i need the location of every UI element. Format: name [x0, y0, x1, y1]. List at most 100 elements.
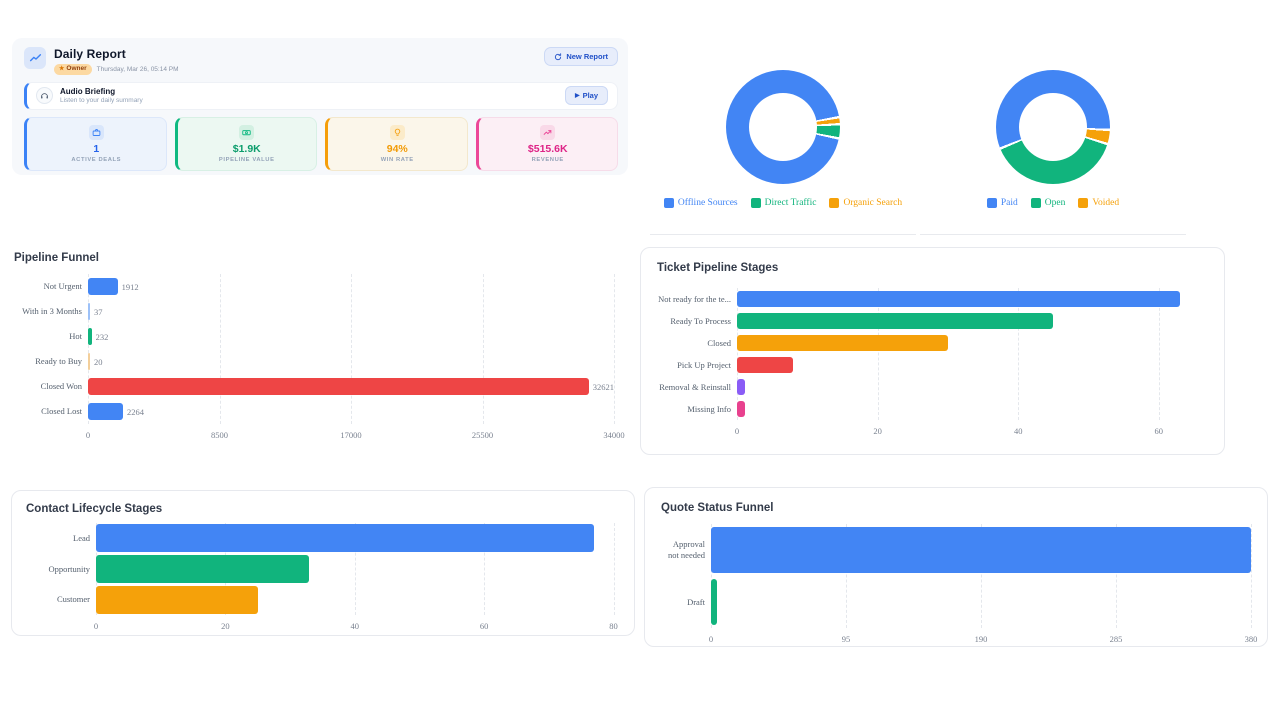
gridline	[88, 274, 89, 424]
x-axis: 0 20 40 60 80	[94, 615, 620, 631]
axis-tick-label: 380	[1244, 634, 1258, 644]
legend-swatch	[986, 198, 997, 208]
bar-row	[737, 332, 1208, 354]
bar-category-label: Ready To Process	[670, 315, 731, 326]
owner-badge: ★ Owner	[54, 64, 92, 75]
bar[interactable]	[737, 379, 746, 395]
bar[interactable]	[737, 357, 794, 373]
gridline	[981, 524, 982, 628]
gridline	[1158, 288, 1160, 420]
bar-row	[711, 524, 1251, 576]
legend-label: Organic Search	[843, 198, 903, 208]
page-title: Daily Report	[54, 47, 126, 61]
bar[interactable]	[88, 403, 124, 420]
lightbulb-icon	[389, 124, 405, 140]
gridline	[737, 288, 738, 420]
stat-value: $1.9K	[232, 142, 261, 155]
bar-row: 232	[88, 324, 614, 349]
play-button[interactable]: ▶ Play	[564, 86, 608, 105]
stat-value: 94%	[386, 142, 408, 155]
chart-body: Approval not needed Draft 0 95 190 285 380	[661, 524, 1257, 644]
new-report-label: New Report	[566, 52, 608, 61]
ticket-pipeline-stages-chart: Ticket Pipeline Stages Not ready for the…	[640, 247, 1225, 455]
gridline	[219, 274, 221, 424]
gridline	[482, 274, 484, 424]
chart-body: Not ready for the te... Ready To Process C…	[657, 288, 1208, 436]
bar[interactable]	[88, 353, 90, 370]
gridlines	[711, 524, 1252, 628]
pipeline-funnel-chart: Pipeline Funnel Not Urgent With in 3 Mont…	[14, 252, 625, 440]
chart-plot-area: 0 95 190 285 380	[709, 524, 1257, 644]
bar-row	[711, 576, 1251, 628]
axis-tick-label: 80	[609, 621, 618, 631]
daily-report-titles: Daily Report ★ Owner Thursday, Mar 26, 05…	[54, 47, 179, 75]
bar[interactable]	[711, 527, 1251, 573]
bar-row	[96, 523, 620, 554]
legend-label: Open	[1044, 198, 1066, 208]
bar[interactable]	[96, 585, 258, 614]
bar-category-label: Pick Up Project	[677, 359, 731, 370]
legend-item[interactable]: Paid	[986, 198, 1018, 208]
legend-item[interactable]: Offline Sources	[663, 198, 738, 208]
bar-category-label: Not ready for the te...	[658, 293, 731, 304]
bar[interactable]	[96, 524, 595, 553]
legend-item[interactable]: Voided	[1078, 198, 1119, 208]
bar-value-label: 20	[94, 356, 103, 367]
bar[interactable]	[737, 291, 1180, 307]
donut-ring[interactable]	[996, 70, 1110, 184]
gridline	[351, 274, 352, 424]
legend-label: Direct Traffic	[764, 198, 817, 208]
chart-body: Not Urgent With in 3 Months Hot Ready to Bu…	[14, 274, 625, 440]
gridline	[1251, 524, 1252, 628]
bar-category-label: Closed Lost	[41, 406, 82, 417]
bar-row	[96, 554, 620, 585]
chart-title: Ticket Pipeline Stages	[657, 262, 779, 274]
chart-label-column: Not ready for the te... Ready To Process C…	[657, 288, 737, 420]
new-report-button[interactable]: New Report	[544, 47, 618, 66]
bar[interactable]	[737, 335, 948, 351]
refresh-icon	[555, 52, 562, 60]
bar-category-label: Approval not needed	[667, 539, 705, 560]
axis-tick-label: 17000	[340, 430, 362, 440]
bar[interactable]	[88, 328, 92, 345]
activity-icon	[24, 47, 46, 69]
chart-label-column: Not Urgent With in 3 Months Hot Ready to Bu…	[14, 274, 88, 424]
legend-item[interactable]: Open	[1030, 198, 1066, 208]
trend-up-icon	[540, 124, 556, 140]
bar-category-label: Missing Info	[687, 403, 731, 414]
axis-tick-label: 20	[221, 621, 230, 631]
bar[interactable]	[737, 313, 1054, 329]
bar-value-label: 2264	[127, 406, 145, 417]
gridline	[711, 524, 712, 628]
bar-row: 37	[88, 299, 614, 324]
stats-row: 1 ACTIVE DEALS $1.9K PIPELINE VALUE 94% WIN R…	[24, 116, 618, 171]
chart-plot-area: 0 20 40 60	[735, 288, 1208, 436]
donut-hole	[1019, 93, 1087, 161]
legend-item[interactable]: Organic Search	[829, 198, 902, 208]
bar[interactable]	[88, 303, 90, 320]
daily-report-panel: Daily Report ★ Owner Thursday, Mar 26, 05…	[12, 38, 628, 175]
stat-value: 1	[93, 142, 100, 155]
bar[interactable]	[737, 401, 746, 417]
axis-tick-label: 34000	[603, 430, 625, 440]
stat-label: ACTIVE DEALS	[71, 156, 122, 163]
bar[interactable]	[88, 378, 589, 395]
legend-swatch	[829, 198, 840, 208]
bar[interactable]	[711, 579, 717, 625]
axis-tick-label: 0	[85, 430, 91, 440]
legend-item[interactable]: Direct Traffic	[750, 198, 817, 208]
report-date: Thursday, Mar 26, 05:14 PM	[96, 65, 179, 73]
bar-category-label: Closed Won	[40, 381, 82, 392]
legend-label: Offline Sources	[677, 198, 738, 208]
legend-label: Voided	[1092, 198, 1120, 208]
axis-tick-label: 8500	[211, 430, 228, 440]
chart-rows	[711, 524, 1251, 628]
legend-swatch	[750, 198, 761, 208]
bar-category-label: Lead	[73, 533, 90, 544]
donut-ring[interactable]	[726, 70, 840, 184]
chart-title: Pipeline Funnel	[14, 252, 99, 264]
bar[interactable]	[96, 555, 310, 583]
bar[interactable]	[88, 278, 118, 295]
chart-rows	[737, 288, 1208, 420]
stat-label: WIN RATE	[380, 156, 414, 163]
